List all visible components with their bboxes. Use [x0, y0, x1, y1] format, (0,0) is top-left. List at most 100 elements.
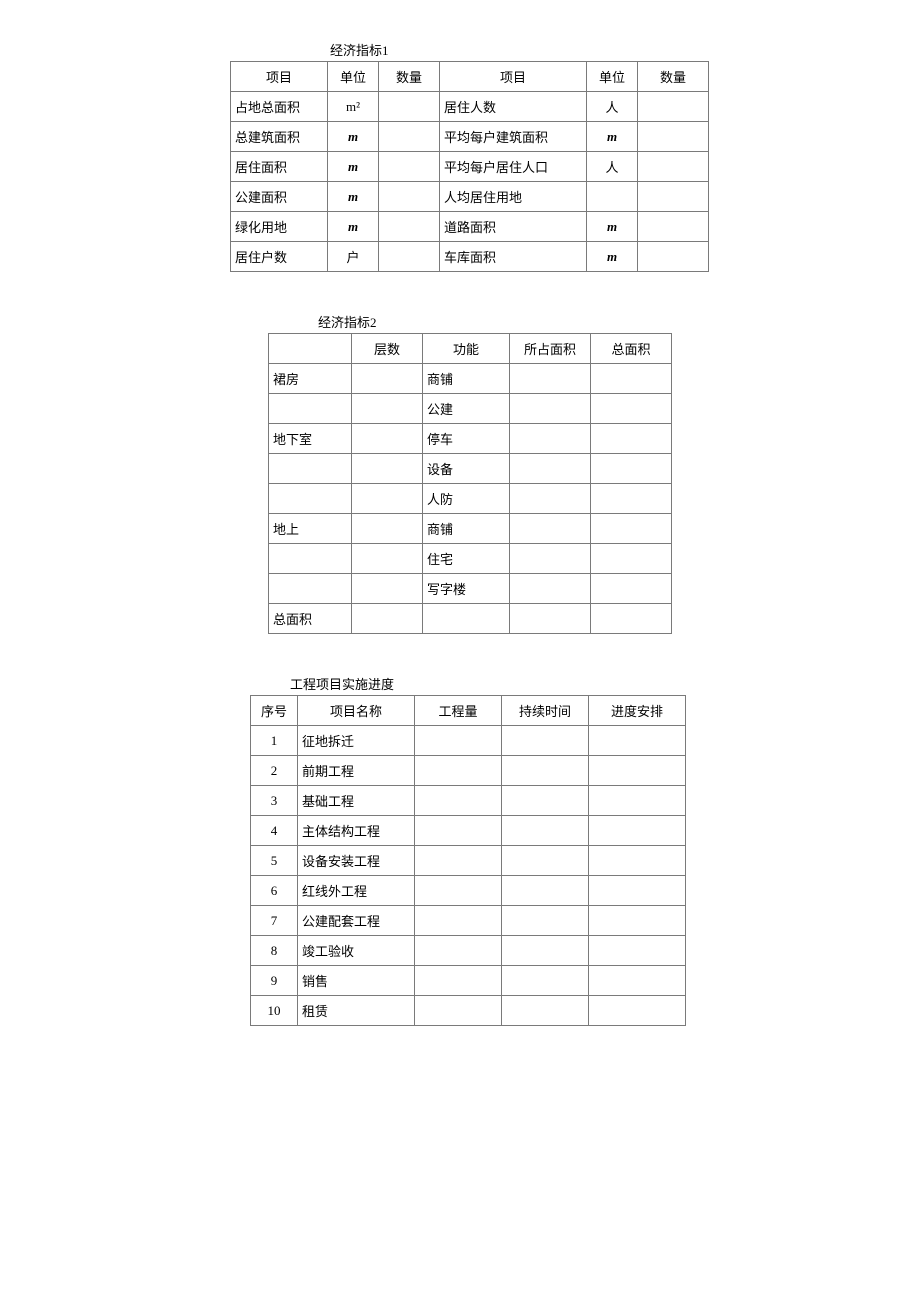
- duration-cell: [502, 966, 589, 996]
- serial-cell: 2: [251, 756, 298, 786]
- serial-cell: 8: [251, 936, 298, 966]
- duration-cell: [502, 816, 589, 846]
- item-cell: 居住人数: [440, 92, 587, 122]
- cell: 地上: [269, 514, 352, 544]
- cell: [269, 484, 352, 514]
- name-cell: 竣工验收: [298, 936, 415, 966]
- name-cell: 征地拆迁: [298, 726, 415, 756]
- qty-cell: [415, 876, 502, 906]
- table-row: 裙房商铺: [269, 364, 672, 394]
- serial-cell: 3: [251, 786, 298, 816]
- item-cell: 人均居住用地: [440, 182, 587, 212]
- unit-cell: m: [587, 212, 638, 242]
- qty-cell: [379, 212, 440, 242]
- cell: [352, 604, 423, 634]
- plan-cell: [589, 906, 686, 936]
- cell: 商铺: [423, 514, 510, 544]
- table-row: 4主体结构工程: [251, 816, 686, 846]
- serial-cell: 1: [251, 726, 298, 756]
- item-cell: 居住户数: [231, 242, 328, 272]
- qty-cell: [638, 92, 709, 122]
- qty-cell: [638, 182, 709, 212]
- cell: [352, 394, 423, 424]
- unit-cell: 人: [587, 92, 638, 122]
- plan-cell: [589, 936, 686, 966]
- duration-cell: [502, 756, 589, 786]
- qty-cell: [638, 212, 709, 242]
- cell: [269, 394, 352, 424]
- table-row: 6红线外工程: [251, 876, 686, 906]
- table-row: 绿化用地m道路面积m: [231, 212, 709, 242]
- table-row: 写字楼: [269, 574, 672, 604]
- serial-cell: 9: [251, 966, 298, 996]
- table1-title: 经济指标1: [230, 40, 900, 59]
- cell: [591, 424, 672, 454]
- table3-header-cell: 持续时间: [502, 696, 589, 726]
- economic-indicators-1-table: 项目 单位 数量 项目 单位 数量 占地总面积m²居住人数人总建筑面积m平均每户…: [230, 61, 709, 272]
- cell: 设备: [423, 454, 510, 484]
- name-cell: 基础工程: [298, 786, 415, 816]
- name-cell: 设备安装工程: [298, 846, 415, 876]
- table-row: 总建筑面积m平均每户建筑面积m: [231, 122, 709, 152]
- cell: [510, 364, 591, 394]
- cell: [510, 394, 591, 424]
- plan-cell: [589, 756, 686, 786]
- qty-cell: [415, 936, 502, 966]
- name-cell: 主体结构工程: [298, 816, 415, 846]
- table-row: 人防: [269, 484, 672, 514]
- qty-cell: [415, 906, 502, 936]
- table-row: 居住面积m平均每户居住人口人: [231, 152, 709, 182]
- serial-cell: 5: [251, 846, 298, 876]
- item-cell: 车库面积: [440, 242, 587, 272]
- cell: [510, 574, 591, 604]
- plan-cell: [589, 876, 686, 906]
- cell: [269, 454, 352, 484]
- name-cell: 公建配套工程: [298, 906, 415, 936]
- table2-header-cell: 层数: [352, 334, 423, 364]
- cell: [510, 424, 591, 454]
- duration-cell: [502, 936, 589, 966]
- table2-header-row: 层数 功能 所占面积 总面积: [269, 334, 672, 364]
- cell: [591, 364, 672, 394]
- cell: 人防: [423, 484, 510, 514]
- table1-header-row: 项目 单位 数量 项目 单位 数量: [231, 62, 709, 92]
- cell: [591, 394, 672, 424]
- table-row: 公建面积m人均居住用地: [231, 182, 709, 212]
- cell: [591, 544, 672, 574]
- unit-cell: m: [328, 182, 379, 212]
- plan-cell: [589, 726, 686, 756]
- table-row: 7公建配套工程: [251, 906, 686, 936]
- table2-title: 经济指标2: [268, 312, 900, 331]
- cell: [423, 604, 510, 634]
- table3-header-cell: 工程量: [415, 696, 502, 726]
- project-schedule-block: 工程项目实施进度 序号 项目名称 工程量 持续时间 进度安排 1征地拆迁2前期工…: [250, 674, 900, 1026]
- serial-cell: 7: [251, 906, 298, 936]
- table3-header-cell: 进度安排: [589, 696, 686, 726]
- cell: 裙房: [269, 364, 352, 394]
- cell: [591, 514, 672, 544]
- qty-cell: [379, 122, 440, 152]
- table-row: 地下室停车: [269, 424, 672, 454]
- plan-cell: [589, 966, 686, 996]
- table1-header-cell: 数量: [379, 62, 440, 92]
- table2-header-cell: 所占面积: [510, 334, 591, 364]
- table-row: 3基础工程: [251, 786, 686, 816]
- qty-cell: [379, 182, 440, 212]
- item-cell: 占地总面积: [231, 92, 328, 122]
- table-row: 2前期工程: [251, 756, 686, 786]
- unit-cell: 户: [328, 242, 379, 272]
- duration-cell: [502, 876, 589, 906]
- table-row: 公建: [269, 394, 672, 424]
- table2-header-cell: 功能: [423, 334, 510, 364]
- duration-cell: [502, 996, 589, 1026]
- cell: [591, 604, 672, 634]
- cell: [591, 574, 672, 604]
- cell: [510, 604, 591, 634]
- qty-cell: [638, 122, 709, 152]
- project-schedule-table: 序号 项目名称 工程量 持续时间 进度安排 1征地拆迁2前期工程3基础工程4主体…: [250, 695, 686, 1026]
- item-cell: 居住面积: [231, 152, 328, 182]
- cell: [352, 514, 423, 544]
- cell: [591, 454, 672, 484]
- table-row: 居住户数户车库面积m: [231, 242, 709, 272]
- name-cell: 租赁: [298, 996, 415, 1026]
